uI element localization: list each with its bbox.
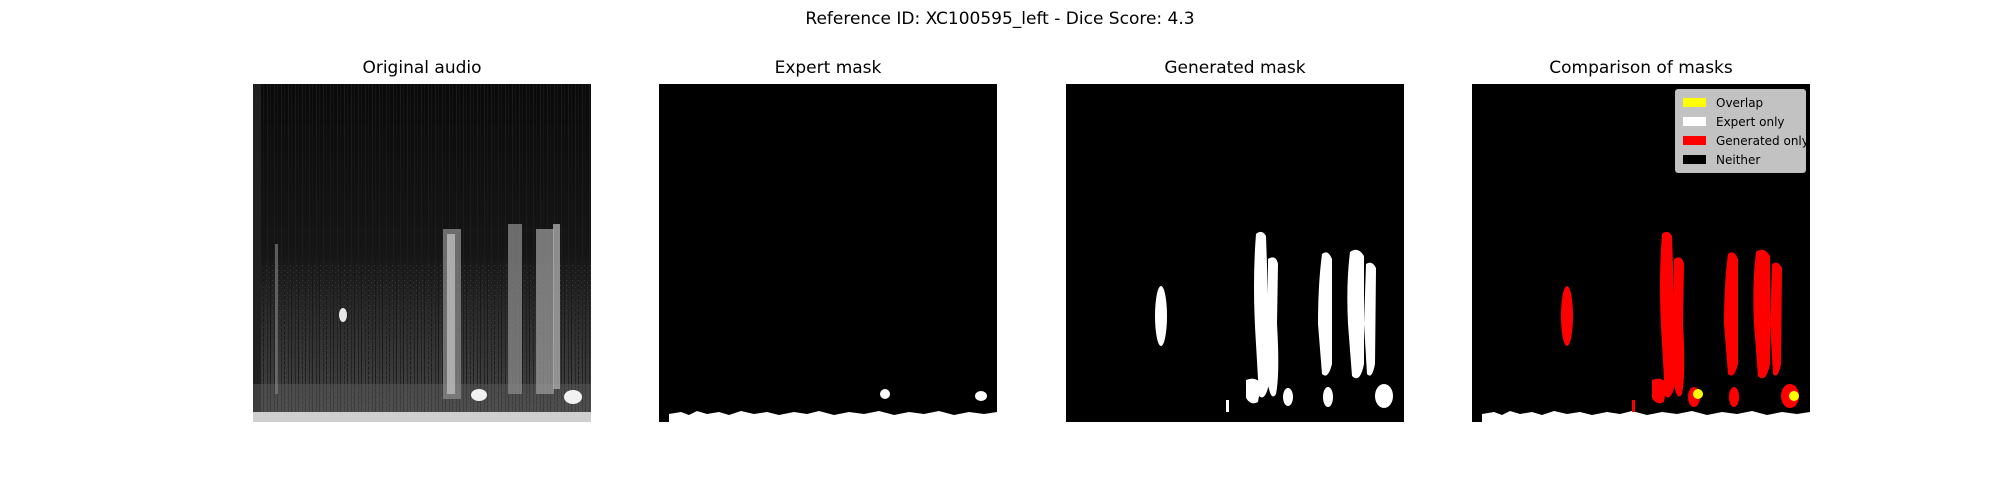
panel-title-expert-mask: Expert mask [774,58,882,78]
legend-swatch-expert-only [1683,117,1706,126]
generated-mask-shapes [1066,84,1404,422]
panel-title-original-audio: Original audio [362,58,482,78]
panel-title-comparison: Comparison of masks [1549,58,1733,78]
original-audio-spectrogram [253,84,591,422]
legend-item-neither: Neither [1683,150,1799,169]
panel-title-generated-mask: Generated mask [1164,58,1306,78]
legend-item-expert-only: Expert only [1683,112,1799,131]
legend-label-expert-only: Expert only [1716,114,1785,129]
legend-swatch-overlap [1683,98,1706,107]
legend-item-overlap: Overlap [1683,93,1799,112]
figure-title: Reference ID: XC100595_left - Dice Score… [805,9,1195,29]
comparison-mask-image: Overlap Expert only Generated only Neith… [1472,84,1810,422]
expert-mask-shapes [659,84,997,422]
legend-item-generated-only: Generated only [1683,131,1809,150]
generated-mask-image [1066,84,1404,422]
legend-label-generated-only: Generated only [1716,133,1809,148]
legend-swatch-neither [1683,155,1706,164]
legend-label-overlap: Overlap [1716,95,1764,110]
legend-label-neither: Neither [1716,152,1761,167]
comparison-legend: Overlap Expert only Generated only Neith… [1675,89,1809,173]
spectrogram-image [253,84,591,422]
expert-mask-image [659,84,997,422]
legend-swatch-generated-only [1683,136,1706,145]
